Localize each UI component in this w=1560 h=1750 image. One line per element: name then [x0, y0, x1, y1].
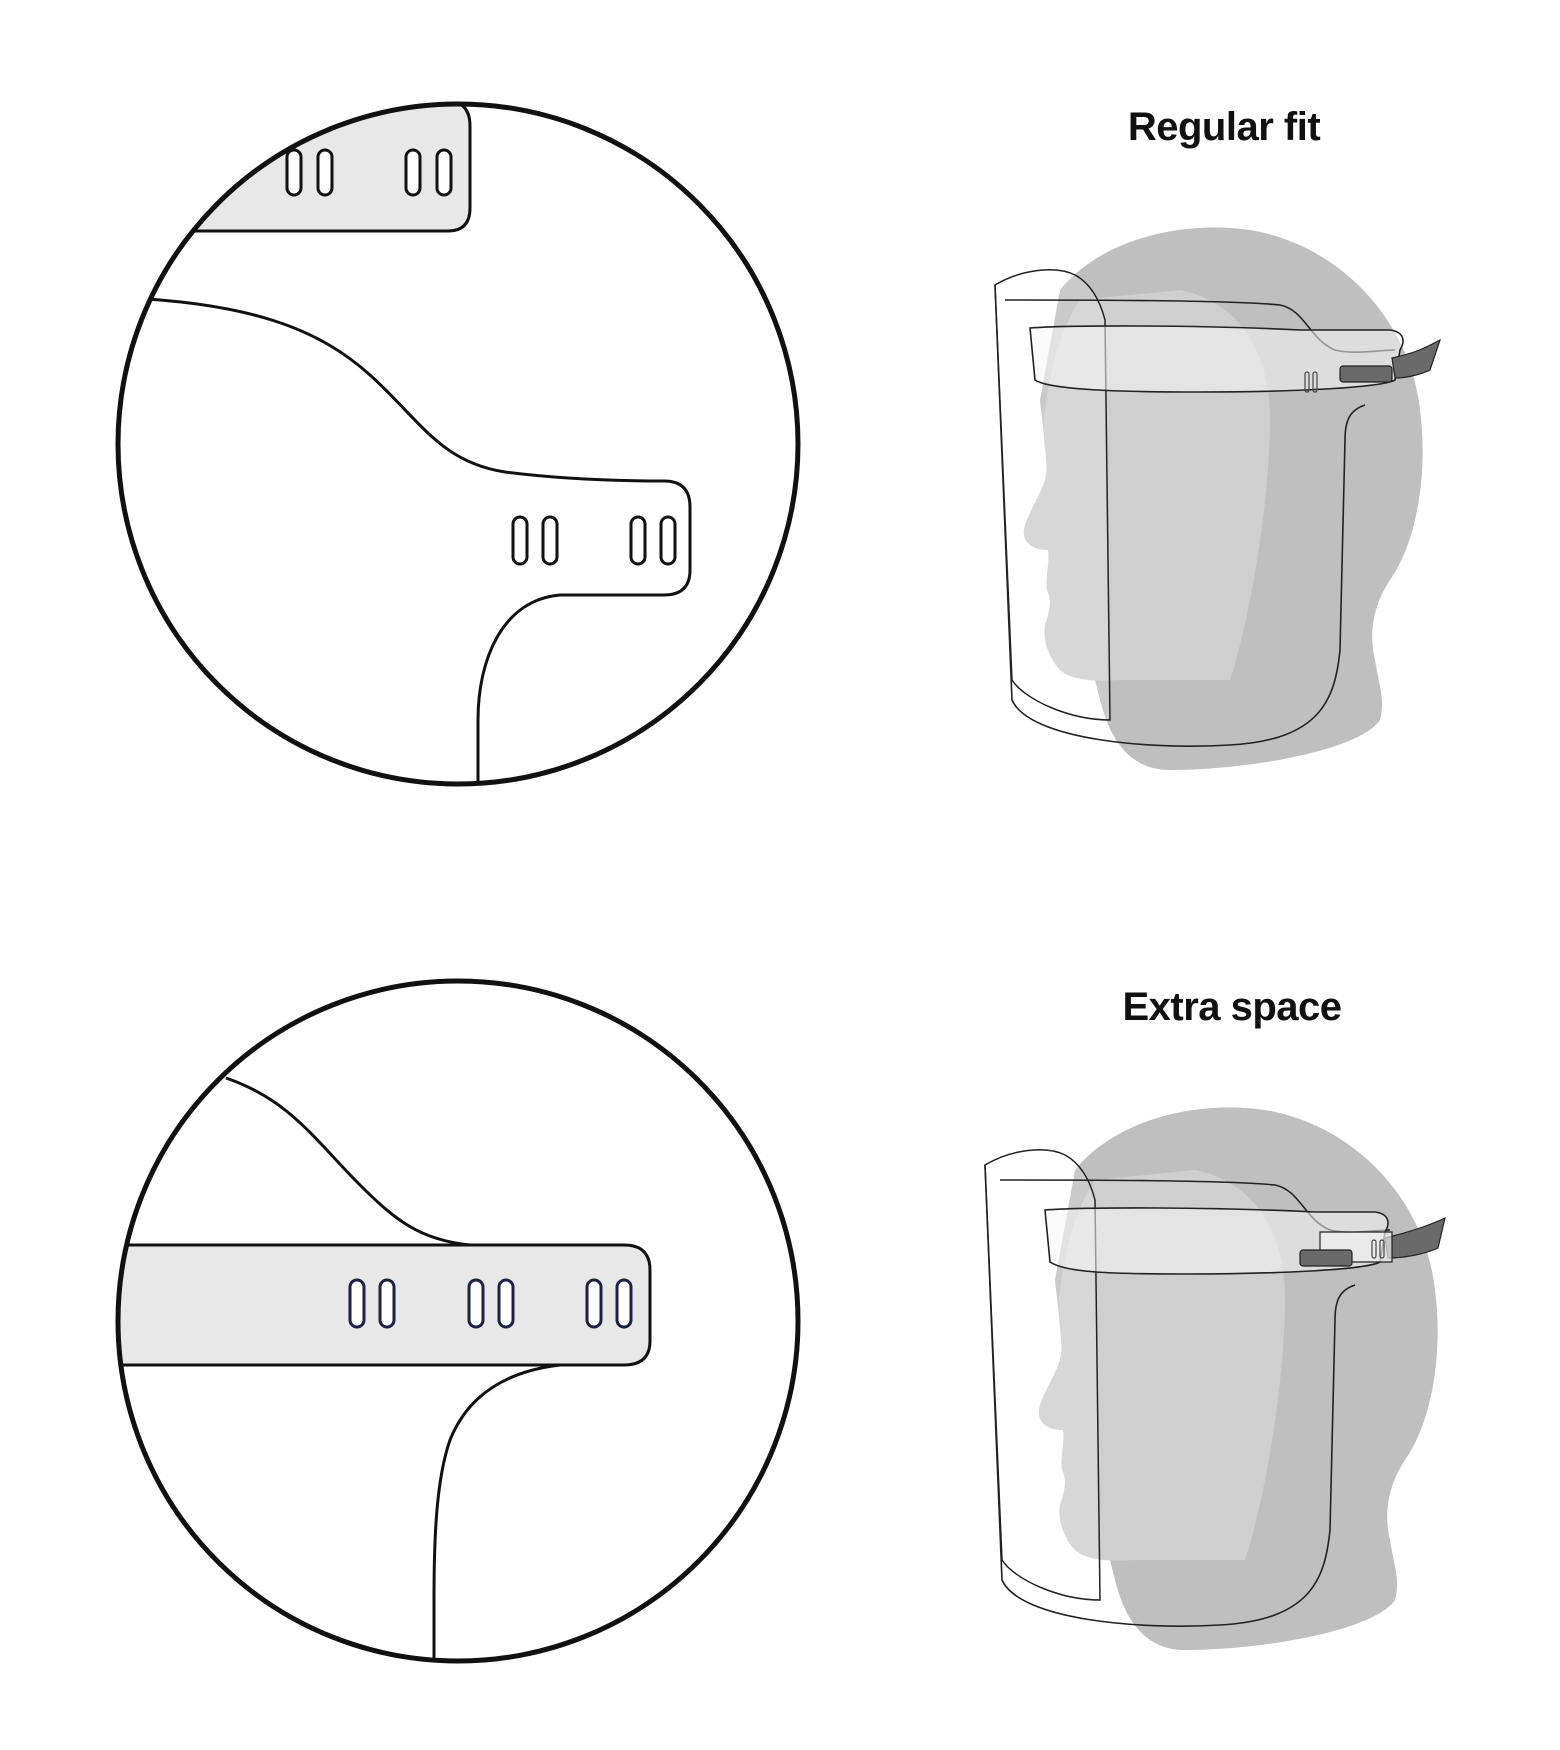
headband-slot [1312, 371, 1318, 393]
headband-lower-outline [432, 1363, 561, 1661]
strap-slot [285, 148, 303, 197]
regular-fit-detail [115, 101, 801, 787]
headband-slot [659, 515, 677, 566]
regular-fit-head-illustration [994, 227, 1442, 770]
strap-slot [404, 148, 422, 197]
strap-clip [1299, 1249, 1353, 1267]
strap-slot [348, 1278, 366, 1329]
strap-slot [316, 148, 334, 197]
visor-edge [994, 284, 1366, 747]
detail-circle [115, 101, 801, 787]
extra-space-head-illustration [984, 1107, 1446, 1650]
headband-outline [118, 295, 692, 784]
visor-edge [984, 1164, 1356, 1627]
back-strap [1384, 1216, 1446, 1259]
strap-overlap [118, 1243, 652, 1367]
headband-slot [1371, 1239, 1377, 1259]
strap-slot [467, 1278, 485, 1329]
regular-fit-title: Regular fit [1127, 105, 1321, 149]
detail-circle [115, 978, 801, 1664]
extra-space-detail [115, 978, 801, 1664]
extra-space-title: Extra space [1122, 985, 1342, 1029]
strap-slot [585, 1278, 603, 1329]
headband-slot [511, 515, 529, 566]
strap-clip [1339, 365, 1393, 383]
back-strap [1391, 338, 1442, 379]
headband-slot [541, 515, 559, 566]
headband-slot [1304, 371, 1310, 393]
strap-slot [615, 1278, 633, 1329]
headband-outline [225, 1076, 471, 1247]
headband-slot [1379, 1239, 1385, 1259]
strap-slot [497, 1278, 515, 1329]
headband [1029, 325, 1404, 393]
headband-slot [629, 515, 647, 566]
strap-slot [435, 148, 453, 197]
strap-slot [378, 1278, 396, 1329]
